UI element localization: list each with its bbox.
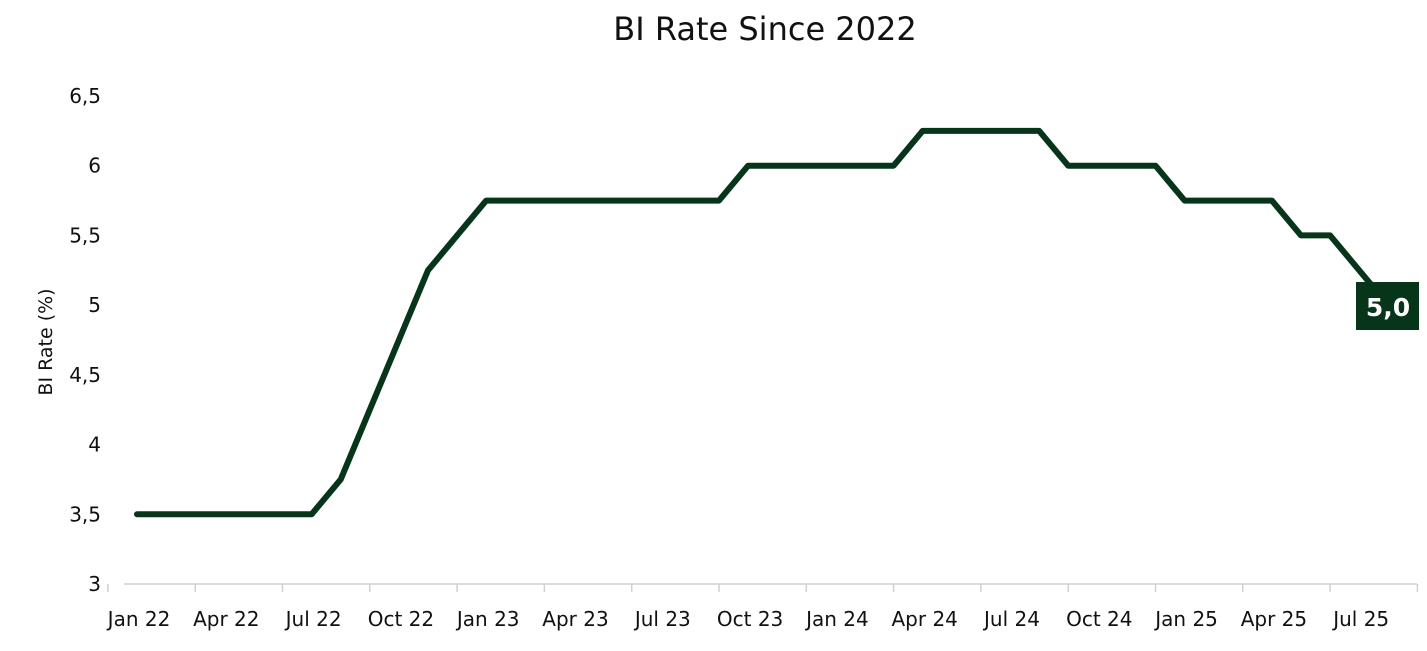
data-point	[1240, 198, 1246, 204]
data-point	[600, 198, 606, 204]
data-point	[1153, 163, 1159, 169]
data-point	[1356, 267, 1362, 273]
y-tick-label: 4	[88, 433, 101, 457]
y-tick-label: 4,5	[69, 363, 101, 387]
data-point	[1094, 163, 1100, 169]
chart-title: BI Rate Since 2022	[613, 10, 916, 48]
data-point	[192, 511, 198, 517]
data-point	[1298, 232, 1304, 238]
y-tick-label: 5	[88, 293, 101, 317]
x-tick-label: Oct 23	[717, 607, 783, 631]
data-point	[1211, 198, 1217, 204]
y-axis-label: BI Rate (%)	[35, 288, 57, 395]
data-point	[920, 128, 926, 134]
data-point	[425, 267, 431, 273]
data-point	[396, 337, 402, 343]
x-tick-label: Oct 24	[1066, 607, 1132, 631]
data-point	[978, 128, 984, 134]
x-tick-label: Apr 23	[542, 607, 608, 631]
x-tick-label: Jan 22	[106, 607, 171, 631]
data-point	[1007, 128, 1013, 134]
x-tick-label: Jan 25	[1153, 607, 1218, 631]
data-point	[949, 128, 955, 134]
x-tick-label: Jul 22	[284, 607, 342, 631]
end-value-label: 5,0	[1366, 293, 1410, 322]
data-point	[687, 198, 693, 204]
data-point	[367, 407, 373, 413]
data-point	[1182, 198, 1188, 204]
y-tick-label: 3	[88, 572, 101, 596]
data-point	[1036, 128, 1042, 134]
end-value-badge	[1356, 282, 1419, 330]
x-tick-label: Apr 25	[1241, 607, 1307, 631]
data-point	[309, 511, 315, 517]
data-point	[1123, 163, 1129, 169]
data-point	[134, 511, 140, 517]
data-point	[774, 163, 780, 169]
data-point	[541, 198, 547, 204]
data-point	[338, 476, 344, 482]
x-tick-label: Jul 25	[1331, 607, 1389, 631]
data-point	[716, 198, 722, 204]
data-point	[454, 232, 460, 238]
x-tick-label: Apr 24	[891, 607, 957, 631]
data-point	[221, 511, 227, 517]
data-point	[862, 163, 868, 169]
y-tick-label: 5,5	[69, 223, 101, 247]
data-point	[512, 198, 518, 204]
data-point	[745, 163, 751, 169]
x-tick-label: Oct 22	[368, 607, 434, 631]
data-point	[571, 198, 577, 204]
data-point	[280, 511, 286, 517]
bi-rate-series-line	[134, 127, 1392, 518]
x-tick-label: Jan 23	[455, 607, 520, 631]
data-point	[891, 163, 897, 169]
data-point	[163, 511, 169, 517]
x-tick-label: Apr 22	[193, 607, 259, 631]
data-point	[629, 198, 635, 204]
data-point	[1269, 198, 1275, 204]
y-tick-label: 6,5	[69, 84, 101, 108]
data-point	[1327, 232, 1333, 238]
data-point	[250, 511, 256, 517]
data-point	[483, 198, 489, 204]
y-tick-label: 6	[88, 154, 101, 178]
y-tick-label: 3,5	[69, 502, 101, 526]
data-point	[658, 198, 664, 204]
data-point	[1065, 163, 1071, 169]
data-point	[832, 163, 838, 169]
x-tick-label: Jul 24	[982, 607, 1040, 631]
x-tick-label: Jan 24	[804, 607, 869, 631]
x-tick-label: Jul 23	[633, 607, 691, 631]
data-point	[803, 163, 809, 169]
